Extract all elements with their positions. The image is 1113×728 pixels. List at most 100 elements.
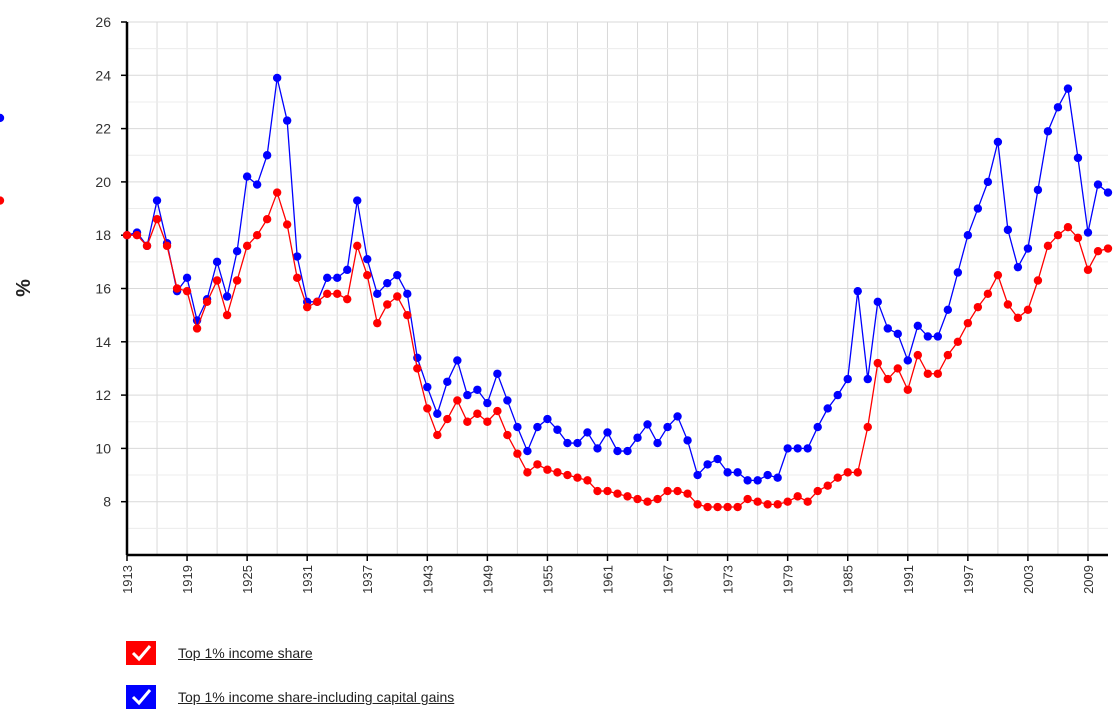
data-point[interactable]	[513, 422, 522, 432]
data-point[interactable]	[1043, 127, 1053, 136]
data-point[interactable]	[302, 302, 312, 312]
data-point[interactable]	[513, 449, 522, 458]
checkmark-icon[interactable]	[126, 641, 156, 665]
data-point[interactable]	[162, 241, 172, 251]
data-point[interactable]	[983, 289, 993, 299]
data-point[interactable]	[1083, 265, 1093, 275]
data-point[interactable]	[833, 390, 842, 400]
data-point[interactable]	[333, 273, 342, 283]
data-point[interactable]	[833, 473, 842, 482]
data-point[interactable]	[903, 356, 912, 365]
legend-label[interactable]: Top 1% income share-including capital ga…	[178, 689, 455, 705]
data-point[interactable]	[282, 220, 292, 229]
data-point[interactable]	[1093, 246, 1103, 256]
data-point[interactable]	[733, 502, 742, 512]
data-point[interactable]	[473, 385, 482, 394]
data-point[interactable]	[713, 454, 722, 464]
data-point[interactable]	[262, 151, 272, 160]
data-point[interactable]	[783, 444, 792, 453]
data-point[interactable]	[172, 284, 182, 293]
data-point[interactable]	[242, 172, 252, 181]
data-point[interactable]	[743, 494, 752, 504]
data-point[interactable]	[182, 273, 192, 283]
data-point[interactable]	[463, 390, 472, 400]
data-point[interactable]	[653, 438, 662, 448]
data-point[interactable]	[693, 470, 702, 480]
data-point[interactable]	[893, 329, 902, 339]
data-point[interactable]	[893, 364, 902, 373]
data-point[interactable]	[963, 318, 973, 328]
data-point[interactable]	[753, 476, 762, 485]
data-point[interactable]	[1053, 103, 1063, 112]
data-point[interactable]	[292, 273, 302, 283]
data-point[interactable]	[493, 406, 502, 416]
legend-item-top-1-income-share[interactable]: Top 1% income share	[126, 640, 454, 666]
legend-label[interactable]: Top 1% income share	[178, 645, 313, 661]
data-point[interactable]	[453, 396, 462, 405]
data-point[interactable]	[523, 446, 532, 456]
data-point[interactable]	[473, 409, 482, 418]
data-point[interactable]	[863, 422, 872, 432]
data-point[interactable]	[383, 278, 392, 288]
data-point[interactable]	[843, 374, 852, 384]
data-point[interactable]	[1063, 223, 1073, 232]
data-point[interactable]	[353, 241, 362, 251]
data-point[interactable]	[583, 428, 592, 437]
data-point[interactable]	[1063, 84, 1073, 93]
data-point[interactable]	[683, 489, 692, 498]
data-point[interactable]	[252, 180, 262, 189]
data-point[interactable]	[192, 324, 202, 333]
data-point[interactable]	[1103, 188, 1113, 197]
data-point[interactable]	[433, 430, 442, 440]
data-point[interactable]	[593, 444, 602, 453]
data-point[interactable]	[883, 374, 892, 384]
data-point[interactable]	[913, 321, 923, 331]
data-point[interactable]	[272, 73, 282, 83]
data-point[interactable]	[222, 310, 232, 320]
data-point[interactable]	[553, 425, 562, 434]
data-point[interactable]	[663, 422, 672, 432]
data-point[interactable]	[312, 297, 322, 307]
data-point[interactable]	[1033, 185, 1043, 195]
data-point[interactable]	[503, 430, 512, 440]
data-point[interactable]	[333, 289, 342, 299]
data-point[interactable]	[813, 486, 822, 496]
data-point[interactable]	[262, 215, 272, 224]
data-point[interactable]	[643, 497, 652, 506]
data-point[interactable]	[523, 468, 532, 477]
data-point[interactable]	[813, 422, 822, 432]
data-point[interactable]	[232, 246, 242, 256]
data-point[interactable]	[953, 268, 963, 277]
data-point[interactable]	[443, 377, 452, 386]
data-point[interactable]	[393, 270, 402, 280]
data-point[interactable]	[913, 350, 923, 360]
data-point[interactable]	[1003, 225, 1013, 235]
data-point[interactable]	[433, 409, 442, 418]
data-point[interactable]	[773, 500, 782, 509]
data-point[interactable]	[403, 289, 412, 299]
data-point[interactable]	[923, 332, 933, 341]
data-point[interactable]	[973, 204, 983, 213]
data-point[interactable]	[242, 241, 252, 251]
data-point[interactable]	[873, 358, 882, 368]
data-point[interactable]	[583, 476, 592, 485]
data-point[interactable]	[0, 196, 5, 205]
data-point[interactable]	[182, 286, 192, 296]
data-point[interactable]	[152, 215, 162, 224]
data-point[interactable]	[983, 177, 993, 187]
data-point[interactable]	[363, 270, 372, 280]
data-point[interactable]	[423, 404, 432, 413]
data-point[interactable]	[282, 116, 292, 125]
data-point[interactable]	[1103, 244, 1113, 253]
data-point[interactable]	[663, 486, 672, 496]
data-point[interactable]	[1083, 228, 1093, 237]
data-point[interactable]	[573, 438, 582, 448]
data-point[interactable]	[142, 241, 152, 251]
data-point[interactable]	[292, 252, 302, 261]
data-point[interactable]	[533, 460, 542, 469]
data-point[interactable]	[923, 369, 933, 378]
data-point[interactable]	[232, 276, 242, 285]
data-point[interactable]	[623, 446, 632, 456]
data-point[interactable]	[403, 310, 412, 320]
data-point[interactable]	[603, 428, 612, 437]
